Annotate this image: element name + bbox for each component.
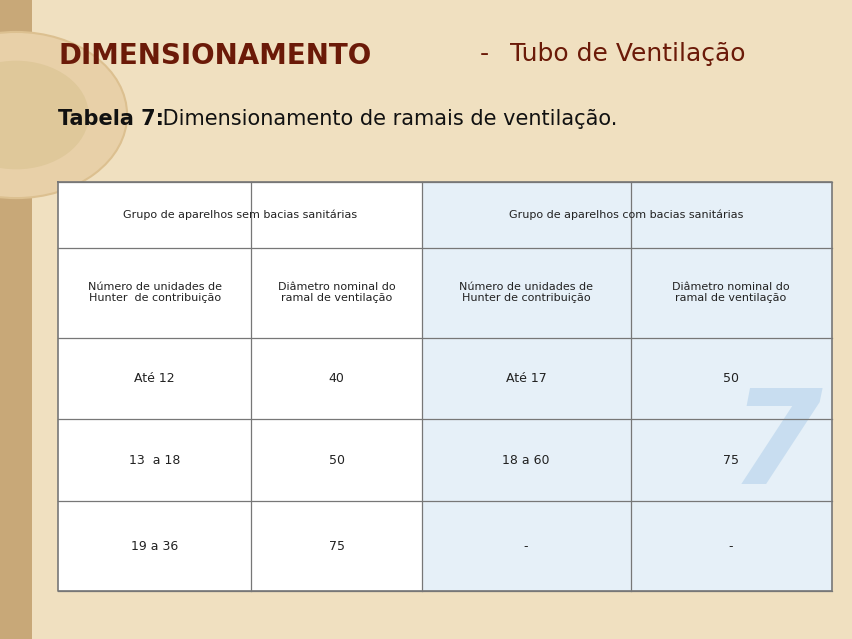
Text: Tabela 7:: Tabela 7:	[58, 109, 164, 128]
Bar	[58, 182, 831, 591]
Bar	[0, 0, 32, 639]
Text: Diâmetro nominal do
ramal de ventilação: Diâmetro nominal do ramal de ventilação	[278, 282, 394, 304]
Text: Tubo de Ventilação: Tubo de Ventilação	[509, 42, 745, 66]
Text: 40: 40	[328, 372, 344, 385]
Text: 75: 75	[328, 539, 344, 553]
Text: 75: 75	[722, 454, 738, 466]
Text: 18 a 60: 18 a 60	[502, 454, 550, 466]
Text: -: -	[728, 539, 733, 553]
Text: Diâmetro nominal do
ramal de ventilação: Diâmetro nominal do ramal de ventilação	[671, 282, 789, 304]
Circle shape	[0, 61, 89, 169]
Text: 7: 7	[729, 385, 821, 511]
Text: Grupo de aparelhos com bacias sanitárias: Grupo de aparelhos com bacias sanitárias	[509, 210, 743, 220]
Text: Até 17: Até 17	[505, 372, 546, 385]
Text: DIMENSIONAMENTO: DIMENSIONAMENTO	[58, 42, 371, 70]
Text: -: -	[471, 42, 496, 66]
Text: Dimensionamento de ramais de ventilação.: Dimensionamento de ramais de ventilação.	[156, 109, 617, 128]
Text: Grupo de aparelhos sem bacias sanitárias: Grupo de aparelhos sem bacias sanitárias	[123, 210, 356, 220]
Text: Até 12: Até 12	[135, 372, 175, 385]
Text: -: -	[523, 539, 527, 553]
Text: Número de unidades de
Hunter  de contribuição: Número de unidades de Hunter de contribu…	[88, 282, 222, 304]
Text: 50: 50	[328, 454, 344, 466]
Bar	[421, 182, 831, 591]
Circle shape	[0, 32, 127, 198]
Text: Número de unidades de
Hunter de contribuição: Número de unidades de Hunter de contribu…	[458, 282, 592, 304]
Text: 50: 50	[722, 372, 738, 385]
Text: 19 a 36: 19 a 36	[131, 539, 178, 553]
Text: 13  a 18: 13 a 18	[129, 454, 180, 466]
